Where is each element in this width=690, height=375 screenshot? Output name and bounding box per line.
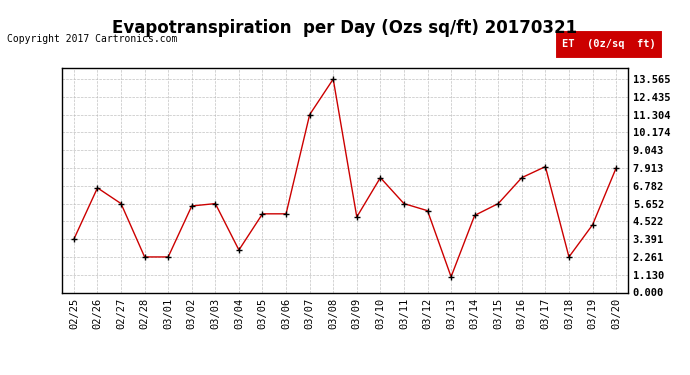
Text: ET  (0z/sq  ft): ET (0z/sq ft) (562, 39, 655, 49)
Text: Copyright 2017 Cartronics.com: Copyright 2017 Cartronics.com (7, 34, 177, 44)
Text: Evapotranspiration  per Day (Ozs sq/ft) 20170321: Evapotranspiration per Day (Ozs sq/ft) 2… (112, 19, 578, 37)
